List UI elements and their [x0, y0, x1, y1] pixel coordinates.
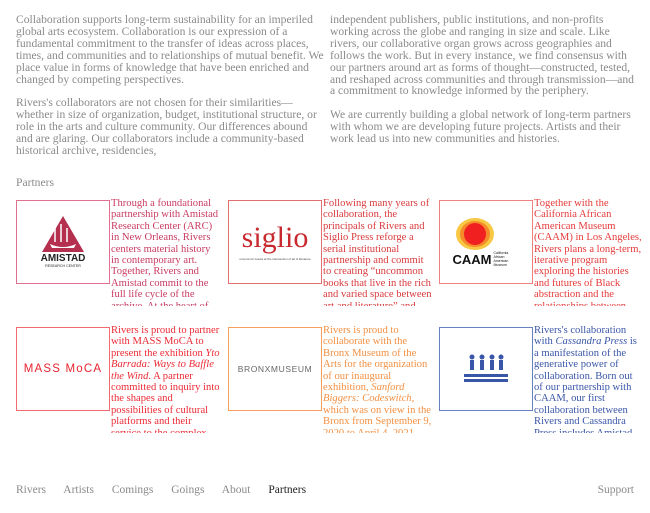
footer-nav: Rivers Artists Comings Goings About Part… [16, 484, 321, 496]
partner-description: Through a foundational partnership with … [111, 198, 221, 306]
partner-card-siglio[interactable]: siglio uncommon books at the intersectio… [228, 198, 432, 312]
description-text: Following many years of collaboration, t… [323, 198, 432, 306]
mass-moca-logo-text: MASS MoCA [23, 363, 103, 375]
cassandra-press-logo[interactable] [439, 327, 533, 411]
nav-artists[interactable]: Artists [63, 484, 94, 496]
nav-goings[interactable]: Goings [171, 484, 205, 496]
caam-logo-sub: California African American Museum [493, 251, 509, 267]
description-text: , which was on view in the Bronx from Se… [323, 393, 432, 433]
partner-card-amistad[interactable]: AMISTAD RESEARCH CENTER Through a founda… [16, 198, 218, 312]
partner-description: Together with the California African Ame… [534, 198, 644, 306]
siglio-logo[interactable]: siglio uncommon books at the intersectio… [228, 200, 322, 284]
siglio-logo-text: siglio [241, 221, 309, 254]
caam-wordmark: CAAM California African American Museum [453, 251, 520, 267]
bronx-museum-logo[interactable]: BRONXMUSEUM [228, 327, 322, 411]
nav-partners[interactable]: Partners [268, 484, 307, 496]
intro-column-1: Collaboration supports long-term sustain… [16, 14, 324, 169]
exhibition-title: Sanford Biggers: Codeswitch [323, 382, 412, 405]
nav-rivers[interactable]: Rivers [16, 484, 47, 496]
description-text: Together with the California African Ame… [534, 198, 642, 306]
amistad-logo-sub: RESEARCH CENTER [45, 264, 81, 268]
nav-about[interactable]: About [221, 484, 251, 496]
cassandra-press-figures-icon [464, 354, 508, 382]
caam-logo[interactable]: CAAM California African American Museum [439, 200, 533, 284]
nav-comings[interactable]: Comings [111, 484, 154, 496]
description-text: Rivers is proud to collaborate with the … [323, 325, 428, 394]
intro-paragraph: Rivers's collaborators are not chosen fo… [16, 96, 317, 157]
partner-card-caam[interactable]: CAAM California African American Museum … [439, 198, 642, 312]
caam-sun-icon [456, 218, 494, 250]
description-text: Rivers's collaboration with [534, 325, 627, 348]
caam-logo-text: CAAM [452, 251, 492, 267]
amistad-logo[interactable]: AMISTAD RESEARCH CENTER [16, 200, 110, 284]
description-text: Rivers is proud to partner with MASS MoC… [111, 325, 220, 359]
intro-paragraph: We are currently building a global netwo… [330, 108, 631, 146]
nav-support[interactable]: Support [597, 484, 634, 496]
partner-card-bronx-museum[interactable]: BRONXMUSEUM Rivers is proud to collabora… [228, 325, 431, 439]
mass-moca-logo[interactable]: MASS MoCA [16, 327, 110, 411]
description-text: is a manifestation of the generative pow… [534, 336, 637, 433]
partner-card-cassandra-press[interactable]: Rivers's collaboration with Cassandra Pr… [439, 325, 639, 439]
description-text: Through a foundational partnership with … [111, 198, 219, 306]
partners-heading: Partners [16, 176, 54, 189]
intro-paragraph: Collaboration supports long-term sustain… [16, 13, 324, 86]
partner-description: Rivers is proud to partner with MASS MoC… [111, 325, 221, 433]
partner-description: Following many years of collaboration, t… [323, 198, 433, 306]
exhibition-title: Yto Barrada: Ways to Baffle the Wind [111, 347, 220, 382]
siglio-logo-sub: uncommon books at the intersection of ar… [239, 257, 311, 261]
press-name: Cassandra Press [555, 336, 628, 348]
bronx-museum-logo-text: BRONXMUSEUM [237, 364, 313, 374]
description-text: . A partner committed to inquiry into th… [111, 370, 220, 433]
intro-paragraph: independent publishers, public instituti… [330, 13, 634, 98]
partner-card-mass-moca[interactable]: MASS MoCA Rivers is proud to partner wit… [16, 325, 220, 439]
amistad-logo-text: AMISTAD [41, 253, 86, 264]
partner-description: Rivers's collaboration with Cassandra Pr… [534, 325, 644, 433]
intro-column-2: independent publishers, public instituti… [330, 14, 638, 157]
partner-description: Rivers is proud to collaborate with the … [323, 325, 433, 433]
amistad-ship-icon: AMISTAD RESEARCH CENTER [41, 216, 86, 268]
